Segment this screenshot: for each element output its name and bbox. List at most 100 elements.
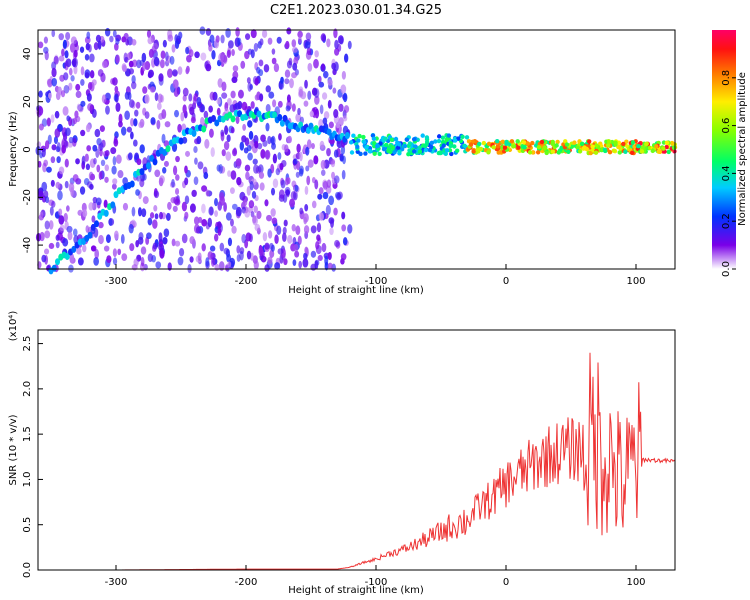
heatmap-cell xyxy=(312,106,318,115)
heatmap-cell xyxy=(43,36,49,44)
heatmap-cell xyxy=(274,234,279,244)
heatmap-cell xyxy=(217,78,223,88)
heatmap-cell xyxy=(167,68,173,78)
heatmap-cell xyxy=(190,116,196,124)
heatmap-cell xyxy=(159,59,165,69)
heatmap-cell xyxy=(511,144,516,149)
heatmap-cell xyxy=(209,128,214,138)
heatmap-cell xyxy=(494,138,500,144)
heatmap-cell xyxy=(131,39,137,46)
heatmap-cell xyxy=(328,121,334,129)
heatmap-cell xyxy=(110,147,117,155)
heatmap-cell xyxy=(456,136,461,141)
heatmap-cell xyxy=(230,126,235,134)
heatmap-cell xyxy=(271,217,278,225)
heatmap-cell xyxy=(664,140,670,146)
heatmap-cell xyxy=(347,40,352,50)
heatmap-cell xyxy=(452,144,457,149)
heatmap-cell xyxy=(594,143,599,148)
heatmap-cell xyxy=(544,150,549,156)
y-tick-label: 2.5 xyxy=(22,336,33,352)
heatmap-cell xyxy=(342,237,348,246)
heatmap-cell xyxy=(236,176,242,186)
heatmap-cell xyxy=(149,212,155,219)
heatmap-cell xyxy=(338,103,344,112)
heatmap-cell xyxy=(265,104,271,113)
heatmap-cell xyxy=(554,143,559,148)
heatmap-cell xyxy=(112,248,117,258)
heatmap-cell xyxy=(311,200,317,209)
heatmap-cell xyxy=(153,204,158,212)
heatmap-cell xyxy=(466,139,472,144)
heatmap-cell xyxy=(304,79,308,89)
heatmap-cell xyxy=(201,203,206,214)
heatmap-cell xyxy=(171,44,176,53)
heatmap-cell xyxy=(304,246,309,254)
y-tick-label: 0.0 xyxy=(22,562,33,578)
heatmap-cell xyxy=(93,157,97,165)
heatmap-cell xyxy=(191,129,197,137)
heatmap-cell xyxy=(205,189,210,197)
heatmap-cell xyxy=(266,214,272,222)
heatmap-cell xyxy=(650,148,655,154)
heatmap-cell xyxy=(291,72,297,79)
heatmap-cell xyxy=(65,31,71,41)
heatmap-cell xyxy=(283,219,288,227)
heatmap-cell xyxy=(486,150,491,155)
heatmap-cell xyxy=(322,180,329,190)
heatmap-cell xyxy=(58,33,64,41)
heatmap-cell xyxy=(131,81,137,90)
heatmap-feature-arc xyxy=(48,108,350,275)
heatmap-cell xyxy=(245,232,252,242)
heatmap-cell xyxy=(220,131,225,142)
heatmap-cell xyxy=(49,206,54,216)
heatmap-cell xyxy=(272,99,277,108)
heatmap-cell xyxy=(175,155,180,163)
heatmap-cell xyxy=(273,63,280,73)
heatmap-cell xyxy=(329,158,336,165)
heatmap-cell xyxy=(306,175,311,186)
heatmap-cell xyxy=(108,218,113,226)
heatmap-cell xyxy=(328,195,335,206)
heatmap-cell xyxy=(575,145,580,150)
heatmap-cell xyxy=(291,223,296,232)
heatmap-cell xyxy=(252,215,257,224)
heatmap-cell xyxy=(219,195,225,206)
heatmap-cell xyxy=(270,208,276,217)
heatmap-cell xyxy=(97,212,103,220)
heatmap-cell xyxy=(130,118,135,127)
heatmap-feature-band xyxy=(465,138,638,156)
heatmap-cell xyxy=(297,235,302,246)
heatmap-cell xyxy=(142,173,147,181)
heatmap-cell xyxy=(556,150,561,155)
heatmap-cell xyxy=(64,50,69,59)
heatmap-cell xyxy=(227,40,234,49)
heatmap-cell xyxy=(51,67,57,78)
heatmap-cell xyxy=(284,69,291,78)
heatmap-cell xyxy=(606,139,612,144)
heatmap-cell xyxy=(174,40,180,49)
heatmap-cell xyxy=(57,86,62,96)
heatmap-cell xyxy=(221,149,226,157)
heatmap-cell xyxy=(232,65,239,72)
heatmap-cell xyxy=(341,169,346,180)
heatmap-cell xyxy=(185,150,191,157)
heatmap-cell xyxy=(75,158,80,165)
heatmap-cell xyxy=(579,141,585,147)
heatmap-cell xyxy=(117,248,122,256)
heatmap-cell xyxy=(133,118,138,127)
heatmap-cell xyxy=(314,95,320,105)
spectrogram-y-axis-label: Frequency (Hz) xyxy=(8,111,19,187)
heatmap-cell xyxy=(82,244,87,253)
heatmap-cell xyxy=(133,139,138,147)
heatmap-cell xyxy=(72,174,79,182)
heatmap-cell xyxy=(74,110,79,119)
heatmap-cell xyxy=(181,201,188,212)
heatmap-cell xyxy=(527,150,533,155)
heatmap-cell xyxy=(156,102,162,110)
heatmap-cell xyxy=(304,41,311,49)
heatmap-cell xyxy=(46,117,51,127)
heatmap-cell xyxy=(247,81,252,92)
heatmap-cell xyxy=(104,176,109,183)
